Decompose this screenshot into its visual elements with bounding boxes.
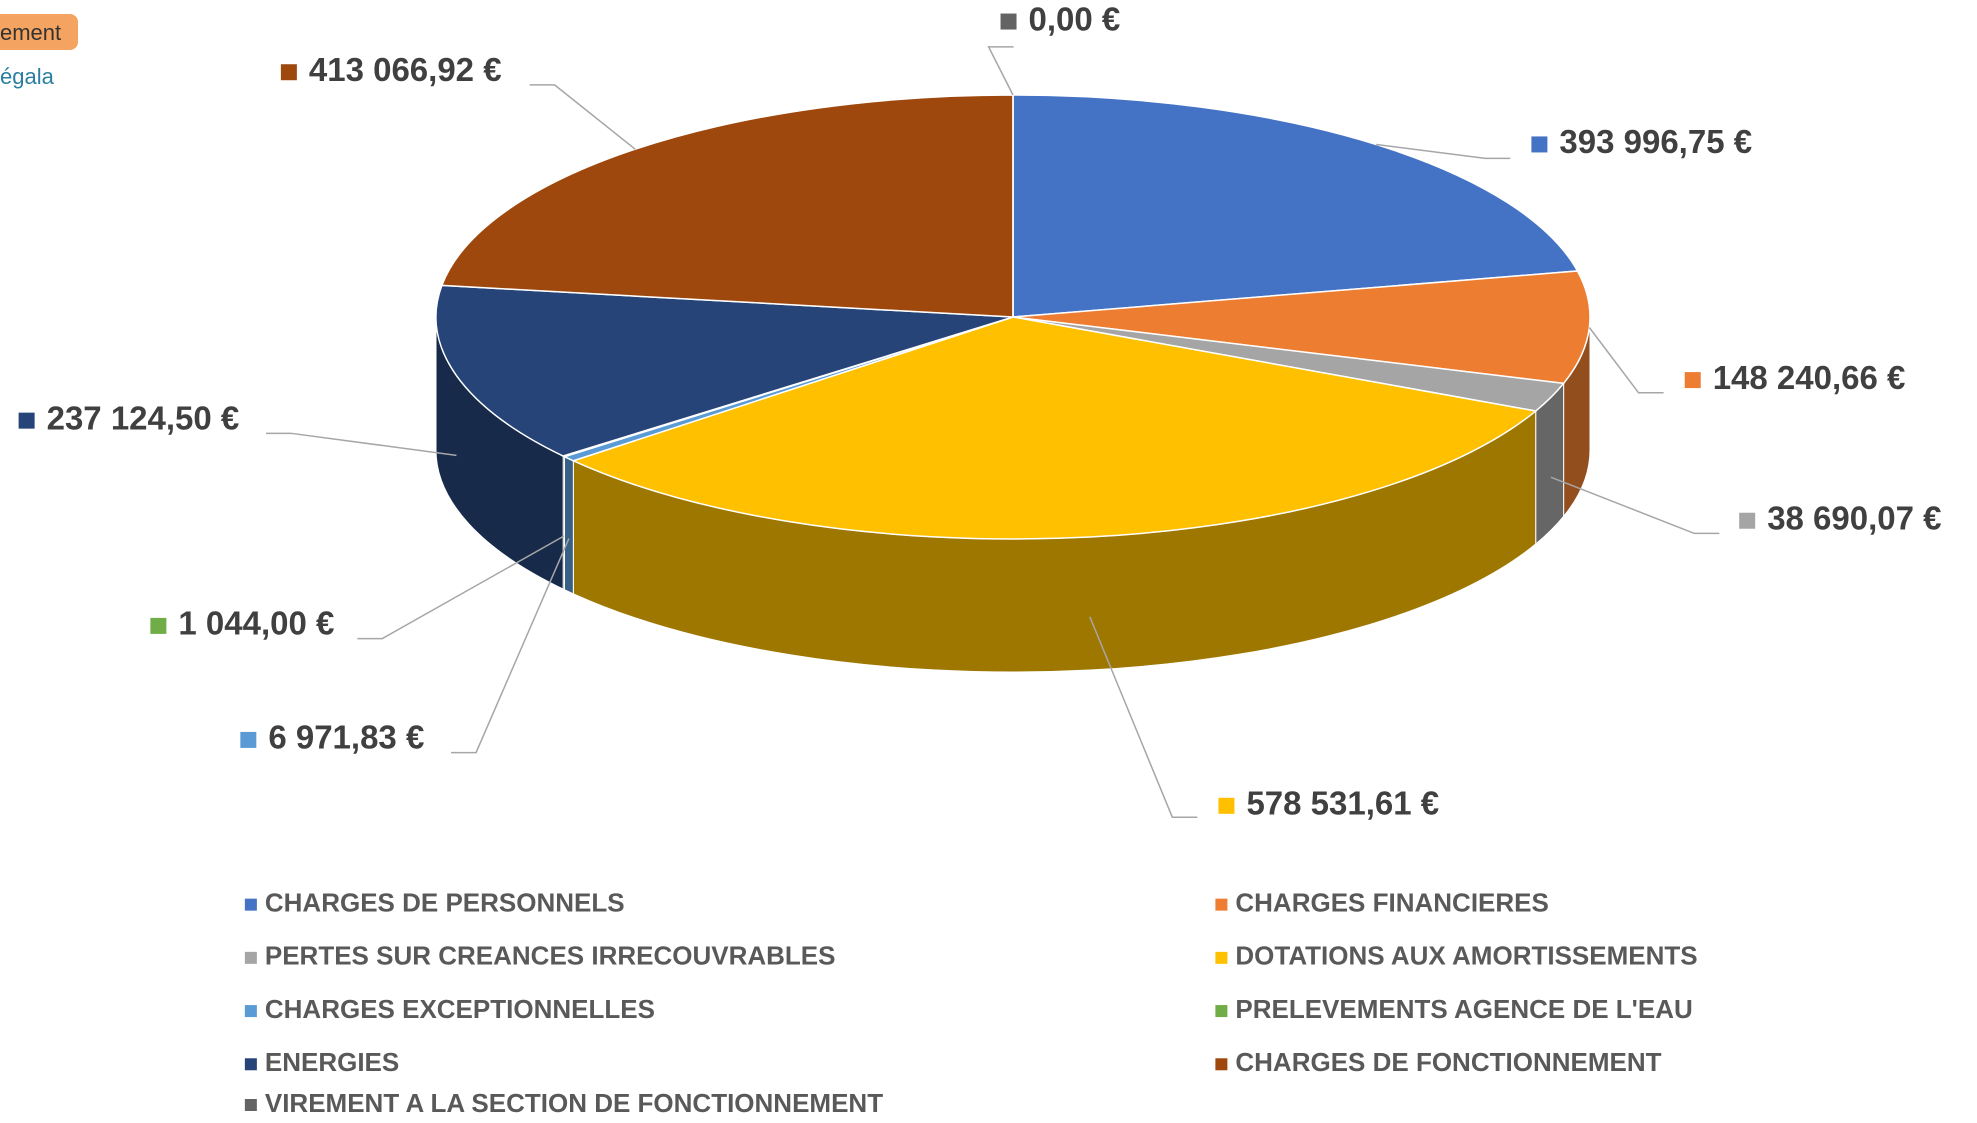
- label-marker: [1739, 512, 1756, 529]
- legend-marker: [244, 1005, 257, 1018]
- slice: [571, 316, 1538, 540]
- label-marker: [150, 617, 167, 634]
- data-label: 413 066,92 €: [309, 51, 502, 88]
- label-marker: [1000, 13, 1017, 30]
- label-marker: [1684, 372, 1701, 389]
- legend-label: DOTATIONS AUX AMORTISSEMENTS: [1235, 941, 1697, 971]
- legend-label: ENERGIES: [265, 1047, 399, 1077]
- legend-label: CHARGES EXCEPTIONNELLES: [265, 994, 655, 1024]
- label-marker: [240, 731, 257, 748]
- legend-label: PERTES SUR CREANCES IRRECOUVRABLES: [265, 941, 836, 971]
- data-label: 148 240,66 €: [1713, 359, 1906, 396]
- label-marker: [1531, 136, 1548, 153]
- data-label: 393 996,75 €: [1559, 123, 1752, 160]
- legend-marker: [244, 951, 257, 964]
- legend-marker: [1215, 898, 1228, 911]
- link-text: égala: [0, 64, 55, 89]
- label-marker: [280, 64, 297, 81]
- label-marker: [18, 412, 35, 429]
- leader-line: [1550, 476, 1720, 535]
- slice: [1012, 270, 1591, 385]
- legend-label: CHARGES DE FONCTIONNEMENT: [1235, 1047, 1661, 1077]
- leader-line: [266, 432, 457, 457]
- legend-label: PRELEVEMENTS AGENCE DE L'EAU: [1235, 994, 1692, 1024]
- slice-side: [563, 455, 574, 595]
- legend-label: CHARGES DE PERSONNELS: [265, 888, 625, 918]
- legend-marker: [1215, 1058, 1228, 1071]
- data-label: 237 124,50 €: [47, 399, 240, 436]
- legend-marker: [244, 1058, 257, 1071]
- legend-marker: [1215, 951, 1228, 964]
- slice: [1012, 94, 1579, 318]
- data-label: 578 531,61 €: [1246, 785, 1439, 822]
- legend-marker: [244, 898, 257, 911]
- label-marker: [1218, 797, 1235, 814]
- legend-marker: [1215, 1005, 1228, 1018]
- leader-line: [1588, 327, 1664, 394]
- leader-line: [987, 46, 1014, 96]
- leader-line: [1089, 616, 1198, 818]
- leader-line: [529, 84, 636, 150]
- data-label: 38 690,07 €: [1767, 499, 1941, 536]
- data-label: 1 044,00 €: [178, 605, 334, 642]
- leader-line: [1376, 143, 1511, 160]
- tag-text: ement: [0, 20, 61, 45]
- data-label: 6 971,83 €: [268, 719, 424, 756]
- leader-line: [357, 535, 565, 640]
- slice: [440, 94, 1014, 318]
- legend-marker: [244, 1099, 257, 1111]
- leader-line: [451, 538, 570, 754]
- tag-background: [0, 14, 78, 50]
- legend-label: VIREMENT A LA SECTION DE FONCTIONNEMENT: [265, 1088, 883, 1118]
- pie-sides: [435, 316, 1591, 673]
- data-label: 0,00 €: [1029, 0, 1121, 37]
- slice: [435, 284, 1014, 457]
- legend-label: CHARGES FINANCIERES: [1235, 888, 1548, 918]
